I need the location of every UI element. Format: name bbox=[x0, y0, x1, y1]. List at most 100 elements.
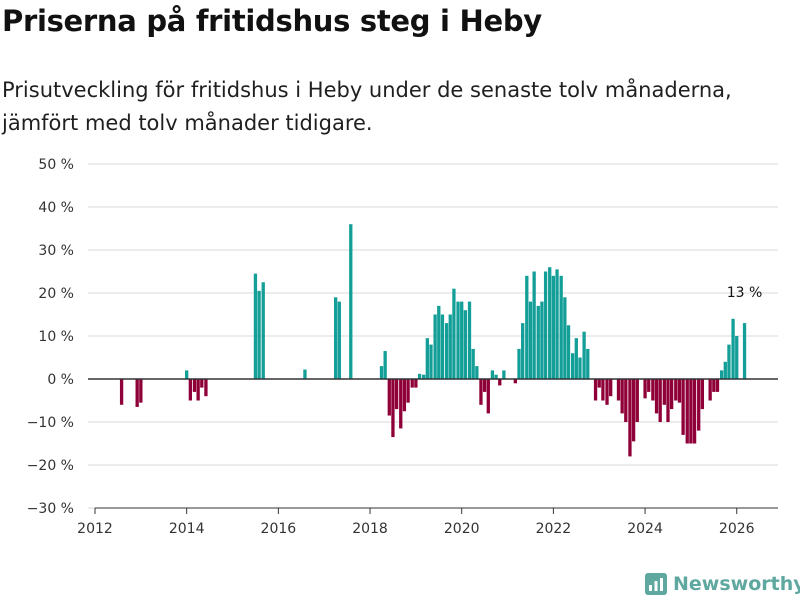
bar bbox=[460, 301, 464, 379]
bar bbox=[700, 379, 705, 410]
bar bbox=[662, 379, 666, 405]
bar bbox=[406, 379, 410, 403]
bar bbox=[628, 379, 632, 457]
bar bbox=[486, 379, 490, 414]
bar bbox=[631, 379, 636, 442]
bar bbox=[742, 323, 747, 379]
bar bbox=[723, 361, 727, 379]
bar bbox=[498, 379, 502, 386]
bar bbox=[620, 379, 624, 414]
bar bbox=[548, 267, 552, 379]
bar bbox=[654, 379, 659, 414]
bar bbox=[394, 379, 399, 410]
bar bbox=[674, 379, 678, 401]
bar bbox=[494, 374, 498, 379]
bar bbox=[570, 353, 575, 379]
bar bbox=[185, 370, 189, 379]
bar bbox=[582, 331, 586, 379]
x-tick-label: 2018 bbox=[352, 521, 388, 537]
bar bbox=[433, 314, 437, 379]
bar bbox=[437, 305, 441, 379]
bar bbox=[677, 379, 682, 403]
bar bbox=[440, 314, 445, 379]
x-tick-label: 2026 bbox=[719, 521, 755, 537]
bar bbox=[410, 379, 414, 388]
bar bbox=[257, 290, 261, 379]
bar bbox=[471, 348, 475, 379]
bar bbox=[601, 379, 605, 401]
y-tick-label: 0 % bbox=[47, 372, 74, 388]
bar bbox=[635, 379, 639, 422]
bar bbox=[578, 357, 582, 379]
bar bbox=[119, 379, 124, 405]
bar bbox=[525, 275, 529, 379]
bar bbox=[719, 370, 724, 379]
bar bbox=[597, 379, 601, 388]
x-tick-label: 2016 bbox=[261, 521, 297, 537]
bar bbox=[444, 323, 449, 379]
bar bbox=[540, 301, 544, 379]
bar bbox=[555, 269, 559, 379]
bar bbox=[513, 379, 517, 384]
y-tick-label: −30 % bbox=[27, 501, 74, 517]
bar bbox=[651, 379, 655, 401]
axes bbox=[88, 378, 778, 514]
chart-title: Priserna på fritidshus steg i Heby bbox=[2, 4, 542, 38]
bar bbox=[681, 379, 685, 435]
last-value-annotation: 13 % bbox=[727, 285, 763, 301]
bar bbox=[586, 348, 590, 379]
bar bbox=[391, 379, 395, 438]
y-tick-label: 50 % bbox=[38, 157, 74, 173]
bar bbox=[456, 301, 460, 379]
bar bbox=[517, 348, 521, 379]
bar bbox=[200, 379, 204, 388]
tick-labels: 50 %40 %30 %20 %10 %0 %−10 %−20 %−30 %20… bbox=[27, 157, 763, 537]
bar bbox=[303, 369, 307, 379]
bar bbox=[334, 297, 338, 379]
bar bbox=[616, 379, 621, 401]
bar bbox=[139, 379, 143, 403]
bar bbox=[712, 379, 716, 392]
newsworthy-logo[interactable]: Newsworthy bbox=[645, 569, 800, 599]
y-tick-label: 20 % bbox=[38, 286, 74, 302]
bar bbox=[337, 301, 341, 379]
bar bbox=[532, 271, 536, 379]
bar bbox=[536, 305, 540, 379]
bar bbox=[643, 379, 647, 399]
bar bbox=[559, 275, 563, 379]
bar bbox=[685, 379, 689, 444]
x-tick-label: 2012 bbox=[77, 521, 113, 537]
bar bbox=[467, 301, 472, 379]
x-tick-label: 2024 bbox=[627, 521, 663, 537]
x-tick-label: 2020 bbox=[444, 521, 480, 537]
x-tick-label: 2022 bbox=[536, 521, 572, 537]
y-tick-label: 10 % bbox=[38, 329, 74, 345]
bar bbox=[502, 370, 506, 379]
bar bbox=[204, 379, 208, 397]
y-tick-label: −10 % bbox=[27, 415, 74, 431]
bar bbox=[422, 374, 426, 379]
bar bbox=[261, 282, 265, 379]
bar bbox=[253, 273, 258, 379]
bar bbox=[551, 275, 556, 379]
y-tick-label: 30 % bbox=[38, 243, 74, 259]
bar bbox=[417, 373, 422, 379]
bar bbox=[135, 379, 139, 407]
bar bbox=[528, 301, 533, 379]
bar bbox=[490, 370, 495, 379]
bar bbox=[563, 297, 567, 379]
bar bbox=[692, 379, 697, 444]
bar bbox=[383, 351, 387, 379]
bar bbox=[574, 338, 578, 379]
bar bbox=[647, 379, 651, 392]
bar bbox=[448, 314, 452, 379]
bar bbox=[566, 325, 571, 379]
bar bbox=[658, 379, 662, 422]
bar bbox=[482, 379, 487, 392]
bar bbox=[593, 379, 598, 401]
bar bbox=[727, 344, 731, 379]
chart-subtitle: Prisutveckling för fritidshus i Heby und… bbox=[2, 78, 732, 135]
bar bbox=[192, 379, 197, 392]
bar bbox=[429, 344, 433, 379]
